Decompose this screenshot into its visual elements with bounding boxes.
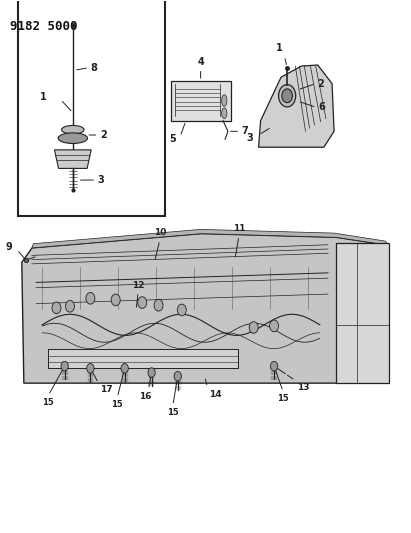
Text: 1: 1 xyxy=(276,43,282,53)
Text: 5: 5 xyxy=(169,134,176,144)
Circle shape xyxy=(121,364,128,373)
Circle shape xyxy=(86,293,95,304)
Text: 3: 3 xyxy=(246,133,253,143)
Text: 17: 17 xyxy=(100,385,113,394)
Text: 13: 13 xyxy=(297,383,309,392)
Polygon shape xyxy=(55,150,91,168)
Text: 6: 6 xyxy=(318,102,325,112)
Polygon shape xyxy=(48,349,238,368)
Text: 10: 10 xyxy=(155,228,167,237)
Bar xyxy=(336,243,389,383)
Text: 15: 15 xyxy=(277,394,289,403)
Circle shape xyxy=(111,294,120,306)
Circle shape xyxy=(270,320,279,332)
Text: 15: 15 xyxy=(111,400,123,409)
Text: 12: 12 xyxy=(132,281,145,290)
Text: 8: 8 xyxy=(90,63,97,72)
Text: 9182 5000: 9182 5000 xyxy=(9,20,77,33)
Circle shape xyxy=(249,321,258,333)
Circle shape xyxy=(177,304,186,316)
Text: 16: 16 xyxy=(139,392,151,401)
Text: 14: 14 xyxy=(209,390,222,399)
Circle shape xyxy=(154,300,163,311)
Text: 4: 4 xyxy=(197,56,204,67)
Bar xyxy=(18,0,165,216)
Circle shape xyxy=(87,364,94,373)
Text: 15: 15 xyxy=(42,398,54,407)
Circle shape xyxy=(148,368,155,377)
Polygon shape xyxy=(32,229,389,248)
Polygon shape xyxy=(22,233,389,383)
Text: 9: 9 xyxy=(5,242,12,252)
Text: 11: 11 xyxy=(233,224,245,233)
Circle shape xyxy=(174,372,181,381)
Text: 2: 2 xyxy=(317,78,324,88)
Ellipse shape xyxy=(279,85,296,107)
Polygon shape xyxy=(259,65,334,147)
Bar xyxy=(171,81,231,120)
Text: 2: 2 xyxy=(100,130,107,140)
Ellipse shape xyxy=(222,95,227,107)
Circle shape xyxy=(61,361,68,371)
Ellipse shape xyxy=(58,133,88,143)
Ellipse shape xyxy=(282,89,293,103)
Ellipse shape xyxy=(222,108,227,118)
Text: 7: 7 xyxy=(242,126,249,136)
Circle shape xyxy=(65,301,74,312)
Text: 15: 15 xyxy=(167,408,179,417)
Circle shape xyxy=(52,302,61,314)
Circle shape xyxy=(270,361,278,371)
Ellipse shape xyxy=(62,125,84,134)
Text: 1: 1 xyxy=(40,92,47,102)
Circle shape xyxy=(138,297,147,309)
Text: 3: 3 xyxy=(98,175,104,185)
